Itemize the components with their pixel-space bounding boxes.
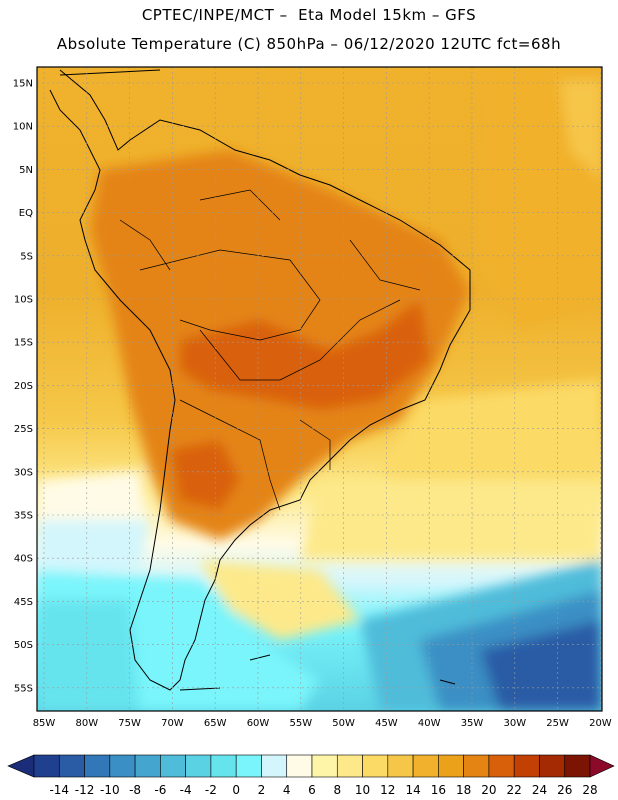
colorbar-swatch <box>463 754 490 778</box>
colorbar-label: 8 <box>333 783 341 797</box>
temperature-field <box>37 67 602 711</box>
colorbar-label: 20 <box>481 783 496 797</box>
lat-label: 50S <box>14 640 33 651</box>
colorbar-swatch <box>311 754 338 778</box>
colorbar-labels: -14 -12 -10 -8 -6 -4 -2 0 2 4 6 8 10 12 14 16 18 20 22 24 26… <box>49 783 597 797</box>
colorbar-swatch <box>564 754 591 778</box>
colorbar-label: -8 <box>129 783 141 797</box>
colorbar-swatch <box>185 754 212 778</box>
lon-label: 30W <box>503 718 526 729</box>
colorbar-swatch <box>539 754 566 778</box>
colorbar-right-arrow <box>589 754 615 778</box>
colorbar-swatch <box>362 754 389 778</box>
map-frame <box>36 66 603 712</box>
colorbar-label: -6 <box>154 783 166 797</box>
coastlines <box>49 69 471 691</box>
colorbar-label: -4 <box>180 783 192 797</box>
colorbar-swatch <box>286 754 313 778</box>
lat-label: 5S <box>20 251 33 262</box>
colorbar-label: -2 <box>205 783 217 797</box>
lon-label: 75W <box>118 718 141 729</box>
lat-lon-grid <box>37 67 602 711</box>
colorbar-swatch <box>438 754 464 778</box>
borders <box>119 189 421 511</box>
lon-label: 80W <box>75 718 98 729</box>
colorbar-swatch <box>261 754 288 778</box>
colorbar-label: 22 <box>507 783 522 797</box>
lon-label: 45W <box>375 718 398 729</box>
colorbar-swatch <box>134 754 161 778</box>
colorbar-swatch <box>160 754 186 778</box>
lon-label: 50W <box>332 718 355 729</box>
colorbar-swatch <box>513 754 540 778</box>
colorbar-swatch <box>336 754 363 778</box>
colorbar-label: 16 <box>431 783 446 797</box>
lat-label: 15S <box>14 338 33 349</box>
colorbar-label: 4 <box>283 783 291 797</box>
colorbar <box>7 754 615 778</box>
lat-label: 55S <box>14 683 33 694</box>
colorbar-label: 18 <box>456 783 471 797</box>
colorbar-swatch <box>387 754 414 778</box>
colorbar-label: 6 <box>308 783 316 797</box>
colorbar-swatch <box>33 754 60 778</box>
colorbar-label: 2 <box>258 783 266 797</box>
chart-title-line1: CPTEC/INPE/MCT – Eta Model 15km – GFS <box>141 6 477 24</box>
lat-label: 35S <box>14 511 33 522</box>
colorbar-swatch <box>84 754 111 778</box>
colorbar-left-arrow <box>7 754 35 778</box>
lon-label: 20W <box>589 718 612 729</box>
lat-label: 45S <box>14 597 33 608</box>
lon-label: 25W <box>546 718 569 729</box>
lat-label: 15N <box>13 79 33 90</box>
lon-label: 40W <box>418 718 441 729</box>
colorbar-swatch <box>235 754 262 778</box>
lon-label: 35W <box>461 718 484 729</box>
colorbar-label: 10 <box>355 783 370 797</box>
colorbar-label: 28 <box>582 783 597 797</box>
lat-label: 10N <box>13 122 33 133</box>
lon-label: 65W <box>204 718 227 729</box>
colorbar-swatch <box>109 754 136 778</box>
lon-label: 55W <box>289 718 312 729</box>
lat-label: EQ <box>19 208 33 219</box>
colorbar-swatch <box>210 754 237 778</box>
lat-label: 40S <box>14 554 33 565</box>
lat-label: 5N <box>19 165 33 176</box>
lon-label: 60W <box>247 718 270 729</box>
colorbar-label: 24 <box>532 783 547 797</box>
colorbar-label: -14 <box>49 783 69 797</box>
colorbar-label: -10 <box>100 783 120 797</box>
colorbar-label: -12 <box>75 783 95 797</box>
longitude-labels: 85W 80W 75W 70W 65W 60W 55W 50W 45W 40W 35W 30W 25W 2… <box>33 718 612 729</box>
colorbar-label: 12 <box>380 783 395 797</box>
colorbar-swatch <box>412 754 439 778</box>
colorbar-swatch <box>58 754 85 778</box>
colorbar-swatch <box>488 754 515 778</box>
lat-label: 10S <box>14 295 33 306</box>
colorbar-label: 26 <box>557 783 572 797</box>
colorbar-label: 0 <box>232 783 240 797</box>
lon-label: 70W <box>161 718 184 729</box>
lat-label: 30S <box>14 467 33 478</box>
chart-title-line2: Absolute Temperature (C) 850hPa – 06/12/… <box>56 35 562 53</box>
colorbar-label: 14 <box>405 783 420 797</box>
latitude-labels: 15N 10N 5N EQ 5S 10S 15S 20S 25S 30S 35S 40S 45S 50S 5… <box>13 79 33 695</box>
lat-label: 20S <box>14 381 33 392</box>
lon-label: 85W <box>33 718 56 729</box>
lat-label: 25S <box>14 424 33 435</box>
